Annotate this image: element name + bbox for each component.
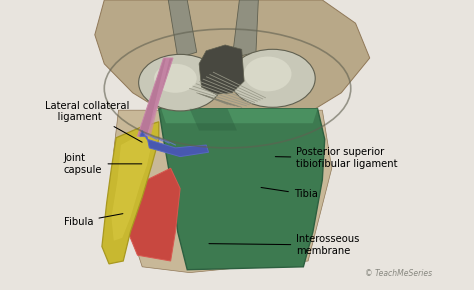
Polygon shape [114, 110, 332, 273]
Text: Tibia: Tibia [261, 187, 318, 199]
Text: Fibula: Fibula [64, 214, 123, 227]
Polygon shape [232, 0, 258, 58]
Polygon shape [147, 58, 170, 136]
Polygon shape [111, 135, 152, 241]
Text: Interosseous
membrane: Interosseous membrane [209, 234, 360, 256]
Ellipse shape [138, 55, 221, 111]
Polygon shape [137, 58, 173, 136]
Polygon shape [102, 122, 159, 264]
Ellipse shape [230, 49, 315, 107]
Polygon shape [161, 109, 318, 123]
Polygon shape [95, 0, 370, 116]
Polygon shape [159, 109, 325, 270]
Polygon shape [128, 168, 180, 261]
Ellipse shape [154, 64, 197, 93]
Ellipse shape [244, 57, 292, 91]
Text: Posterior superior
tibiofibular ligament: Posterior superior tibiofibular ligament [275, 147, 398, 169]
Polygon shape [190, 109, 237, 130]
Text: Lateral collateral
    ligament: Lateral collateral ligament [45, 101, 142, 142]
Polygon shape [199, 45, 244, 94]
Polygon shape [140, 130, 209, 157]
Text: © TeachMeSeries: © TeachMeSeries [365, 269, 432, 278]
Text: Joint
capsule: Joint capsule [64, 153, 142, 175]
Polygon shape [168, 0, 197, 58]
